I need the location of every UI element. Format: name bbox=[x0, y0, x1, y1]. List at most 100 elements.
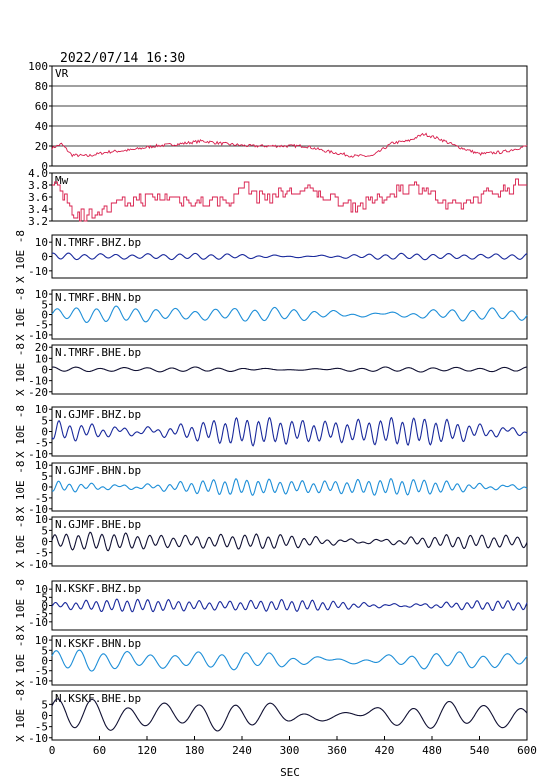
series-line-gjmf-bhz bbox=[51, 416, 528, 447]
y-tick-label: 10 bbox=[35, 634, 48, 647]
y-axis-label: X 10E -8 bbox=[14, 515, 27, 568]
panel-label: N.TMRF.BHN.bp bbox=[55, 291, 141, 304]
y-tick-label: 5 bbox=[41, 644, 48, 657]
y-tick-label: 0 bbox=[41, 364, 48, 377]
y-tick-label: 100 bbox=[28, 60, 48, 73]
y-tick-label: -5 bbox=[35, 319, 48, 332]
y-tick-label: -20 bbox=[28, 386, 48, 399]
panel-label: VR bbox=[55, 67, 69, 80]
x-axis: 0 60 120 180 240 300 360 420 480 540 600 bbox=[49, 736, 537, 757]
y-tick-label: 0 bbox=[41, 600, 48, 613]
y-axis-label: X 10E -8 bbox=[14, 689, 27, 742]
series-line-mw bbox=[52, 178, 527, 222]
panel-label: N.KSKF.BHE.bp bbox=[55, 692, 141, 705]
y-tick-label: 10 bbox=[35, 352, 48, 365]
x-axis-label: SEC bbox=[280, 766, 300, 779]
y-tick-label: -10 bbox=[28, 265, 48, 278]
y-tick-label: 4.0 bbox=[28, 167, 48, 180]
panel-label: N.KSKF.BHN.bp bbox=[55, 637, 141, 650]
panel-vr: 0 20 40 60 80 100 VR bbox=[28, 60, 528, 173]
series-line-tmrf-bhn bbox=[51, 305, 528, 323]
y-tick-label: -10 bbox=[28, 558, 48, 571]
y-tick-label: -5 bbox=[35, 721, 48, 734]
y-tick-label: -5 bbox=[35, 665, 48, 678]
y-tick-label: 0 bbox=[41, 251, 48, 264]
y-tick-label: 5 bbox=[41, 591, 48, 604]
y-tick-label: -10 bbox=[28, 329, 48, 342]
y-tick-label: -10 bbox=[28, 732, 48, 745]
panel-frame bbox=[51, 65, 528, 167]
y-tick-label: 5 bbox=[41, 698, 48, 711]
x-tick-label: 480 bbox=[422, 744, 442, 757]
panel-label: N.TMRF.BHZ.bp bbox=[55, 236, 141, 249]
y-axis-label: X 10E -8 bbox=[14, 634, 27, 687]
y-tick-label: -10 bbox=[28, 503, 48, 516]
y-tick-label: 0 bbox=[41, 655, 48, 668]
y-tick-label: -10 bbox=[28, 448, 48, 461]
y-tick-label: 40 bbox=[35, 120, 48, 133]
panel-tmrf-bhz: 0 10 -10X 10E -8 N.TMRF.BHZ.bp bbox=[14, 230, 528, 283]
panel-mw: 3.23.43.63.84.0 Mw bbox=[28, 167, 528, 228]
y-tick-label: 10 bbox=[35, 583, 48, 596]
x-tick-label: 180 bbox=[185, 744, 205, 757]
x-tick-label: 540 bbox=[470, 744, 490, 757]
y-tick-label: 10 bbox=[35, 403, 48, 416]
y-tick-label: -10 bbox=[28, 616, 48, 629]
series-line-kskf-bhe bbox=[51, 698, 528, 732]
x-tick-label: 360 bbox=[327, 744, 347, 757]
y-tick-label: 10 bbox=[35, 459, 48, 472]
panel-label: N.TMRF.BHE.bp bbox=[55, 346, 141, 359]
series-line-vr bbox=[51, 132, 528, 158]
y-tick-label: -5 bbox=[35, 492, 48, 505]
y-axis-label: X 10E -8 bbox=[14, 230, 27, 283]
y-tick-label: 0 bbox=[41, 160, 48, 173]
x-tick-label: 120 bbox=[137, 744, 157, 757]
y-tick-label: 0 bbox=[41, 536, 48, 549]
panel-label: Mw bbox=[55, 174, 69, 187]
y-tick-label: 10 bbox=[35, 288, 48, 301]
y-tick-label: 3.6 bbox=[28, 191, 48, 204]
timestamp-label: 2022/07/14 16:30 bbox=[60, 51, 185, 66]
y-axis-label: X 10E -8 bbox=[14, 405, 27, 458]
y-tick-label: -5 bbox=[35, 437, 48, 450]
y-axis-label: X 10E -8 bbox=[14, 343, 27, 396]
y-tick-label: 3.4 bbox=[28, 203, 48, 216]
series-line-kskf-bhn bbox=[51, 649, 528, 672]
y-tick-label: 5 bbox=[41, 524, 48, 537]
x-tick-label: 0 bbox=[49, 744, 56, 757]
y-tick-label: 60 bbox=[35, 100, 48, 113]
y-tick-label: 0 bbox=[41, 309, 48, 322]
y-tick-label: -10 bbox=[28, 675, 48, 688]
panel-label: N.KSKF.BHZ.bp bbox=[55, 582, 141, 595]
y-tick-label: 80 bbox=[35, 80, 48, 93]
y-tick-label: 3.8 bbox=[28, 179, 48, 192]
y-tick-label: -5 bbox=[35, 547, 48, 560]
y-tick-label: 5 bbox=[41, 298, 48, 311]
y-tick-label: 0 bbox=[41, 481, 48, 494]
y-tick-label: 0 bbox=[41, 710, 48, 723]
series-line-tmrf-bhe bbox=[51, 366, 528, 373]
y-tick-label: 20 bbox=[35, 341, 48, 354]
y-axis-label: X 10E -8 bbox=[14, 579, 27, 632]
y-tick-label: 20 bbox=[35, 140, 48, 153]
y-axis-label: X 10E -8 bbox=[14, 461, 27, 514]
x-tick-label: 240 bbox=[232, 744, 252, 757]
y-axis-label: X 10E -8 bbox=[14, 288, 27, 341]
x-tick-label: 600 bbox=[517, 744, 537, 757]
series-line-gjmf-bhn bbox=[51, 478, 528, 496]
panel-label: N.GJMF.BHE.bp bbox=[55, 518, 141, 531]
y-tick-label: -5 bbox=[35, 608, 48, 621]
x-tick-label: 420 bbox=[375, 744, 395, 757]
y-tick-label: 0 bbox=[41, 426, 48, 439]
series-line-kskf-bhz bbox=[51, 598, 528, 613]
panel-kskf-bhe: 50-5-10X 10E -8 N.KSKF.BHE.bp bbox=[14, 689, 528, 745]
y-tick-label: 10 bbox=[35, 236, 48, 249]
y-tick-label: 5 bbox=[41, 414, 48, 427]
